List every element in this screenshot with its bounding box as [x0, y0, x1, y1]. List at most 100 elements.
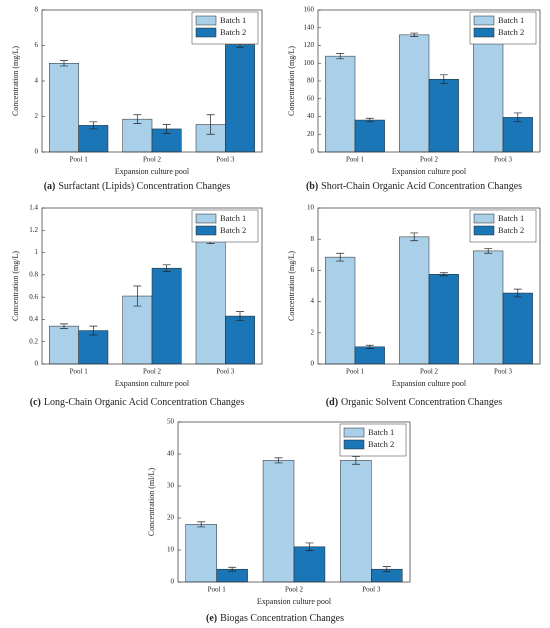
error-bar	[60, 60, 68, 67]
bar	[293, 546, 326, 583]
error-bar	[336, 252, 345, 262]
error-bar	[513, 288, 522, 298]
bar	[473, 37, 504, 153]
bar	[225, 315, 255, 365]
error-bar	[60, 323, 68, 329]
caption-label: (d)	[326, 397, 338, 408]
y-tick-label: 6	[35, 41, 39, 49]
y-tick-label: 160	[304, 6, 315, 14]
error-bar	[351, 456, 360, 465]
bar	[122, 118, 153, 153]
error-bar	[513, 112, 522, 123]
bar	[428, 274, 459, 365]
caption-text: Short-Chain Organic Acid Concentration C…	[321, 181, 522, 192]
x-axis-label: Expansion culture pool	[392, 167, 467, 176]
y-tick-label: 2	[311, 328, 315, 336]
plot-frame	[317, 9, 541, 153]
x-tick-label: Pool 1	[70, 156, 89, 164]
y-tick-label: 40	[167, 450, 175, 458]
y-tick-label: 8	[311, 235, 315, 243]
y-axis-label: Concentration (mg/L)	[287, 46, 296, 116]
y-tick-label: 140	[304, 23, 315, 31]
legend-label: Batch 2	[368, 439, 394, 449]
x-tick-label: Pool 3	[494, 368, 513, 376]
y-tick-label: 0.6	[29, 293, 38, 301]
bar	[122, 295, 153, 365]
y-tick-label: 20	[307, 130, 315, 138]
y-tick-label: 0.4	[29, 315, 38, 323]
y-tick-label: 0	[311, 148, 315, 156]
legend-swatch	[473, 213, 495, 224]
caption-label: (a)	[44, 181, 56, 192]
legend-swatch	[473, 225, 495, 236]
bar	[502, 292, 533, 365]
caption-label: (e)	[206, 613, 217, 624]
error-bar	[162, 264, 171, 272]
bar	[225, 44, 255, 153]
y-tick-label: 2	[35, 112, 39, 120]
bar	[502, 117, 533, 153]
caption: (d) Organic Solvent Concentration Changes	[326, 397, 503, 408]
bar	[399, 236, 430, 365]
y-tick-label: 0	[311, 360, 315, 368]
panel: 0 2 4 6 8 10 Pool 1 Pool 2 Pool 3 Expansion cultu…	[287, 204, 541, 408]
error-bar	[439, 272, 448, 277]
error-bar	[236, 311, 244, 321]
error-bar	[133, 114, 142, 124]
x-tick-label: Pool 3	[362, 586, 381, 594]
y-tick-label: 120	[304, 41, 315, 49]
y-tick-label: 0	[35, 148, 39, 156]
y-tick-label: 30	[167, 482, 175, 490]
bar	[49, 63, 79, 153]
caption-text: Surfactant (Lipids) Concentration Change…	[58, 181, 230, 192]
x-axis-label: Expansion culture pool	[115, 379, 190, 388]
caption: (a) Surfactant (Lipids) Concentration Cha…	[44, 181, 231, 192]
y-tick-label: 1	[35, 248, 39, 256]
bar	[428, 78, 459, 153]
error-bar	[410, 232, 419, 242]
legend-swatch	[195, 225, 217, 236]
bar	[151, 267, 182, 365]
bar	[185, 524, 217, 583]
legend-label: Batch 2	[498, 27, 524, 37]
y-tick-label: 0	[171, 578, 175, 586]
x-tick-label: Pool 2	[143, 156, 162, 164]
x-axis-label: Expansion culture pool	[115, 167, 190, 176]
y-axis-label: Concentration (mg/L)	[11, 46, 20, 116]
panel: 0 20 40 60 80 100 120 140 160 Pool 1 Pool 2 Pool 3 E…	[287, 6, 541, 192]
legend-label: Batch 2	[220, 27, 246, 37]
x-tick-label: Pool 2	[285, 586, 304, 594]
caption: (e) Biogas Concentration Changes	[206, 613, 344, 624]
x-tick-label: Pool 1	[70, 368, 89, 376]
error-bar	[382, 566, 391, 573]
error-bar	[89, 325, 98, 336]
caption-label: (c)	[30, 397, 41, 408]
x-tick-label: Pool 2	[143, 368, 162, 376]
x-tick-label: Pool 3	[216, 368, 235, 376]
bar	[473, 250, 504, 365]
error-bar	[484, 248, 493, 254]
error-bar	[89, 121, 98, 130]
error-bar	[206, 114, 215, 135]
legend-label: Batch 1	[220, 15, 246, 25]
plot-frame	[41, 207, 263, 365]
error-bar	[439, 74, 448, 85]
legend-swatch	[195, 213, 217, 224]
plot-frame	[317, 207, 541, 365]
x-tick-label: Pool 2	[420, 368, 439, 376]
x-tick-label: Pool 1	[346, 156, 365, 164]
y-axis-label: Concentration (mg/L)	[287, 251, 296, 321]
legend-label: Batch 1	[498, 15, 524, 25]
y-tick-label: 8	[35, 6, 39, 14]
y-tick-label: 10	[307, 204, 315, 212]
y-tick-label: 4	[35, 77, 39, 85]
error-bar	[162, 124, 171, 134]
error-bar	[197, 521, 206, 528]
error-bar	[305, 542, 314, 551]
error-bar	[336, 53, 345, 60]
y-tick-label: 1.4	[29, 204, 38, 212]
caption-label: (b)	[306, 181, 318, 192]
x-tick-label: Pool 2	[420, 156, 439, 164]
caption-text: Organic Solvent Concentration Changes	[341, 397, 502, 408]
bar	[325, 256, 356, 365]
